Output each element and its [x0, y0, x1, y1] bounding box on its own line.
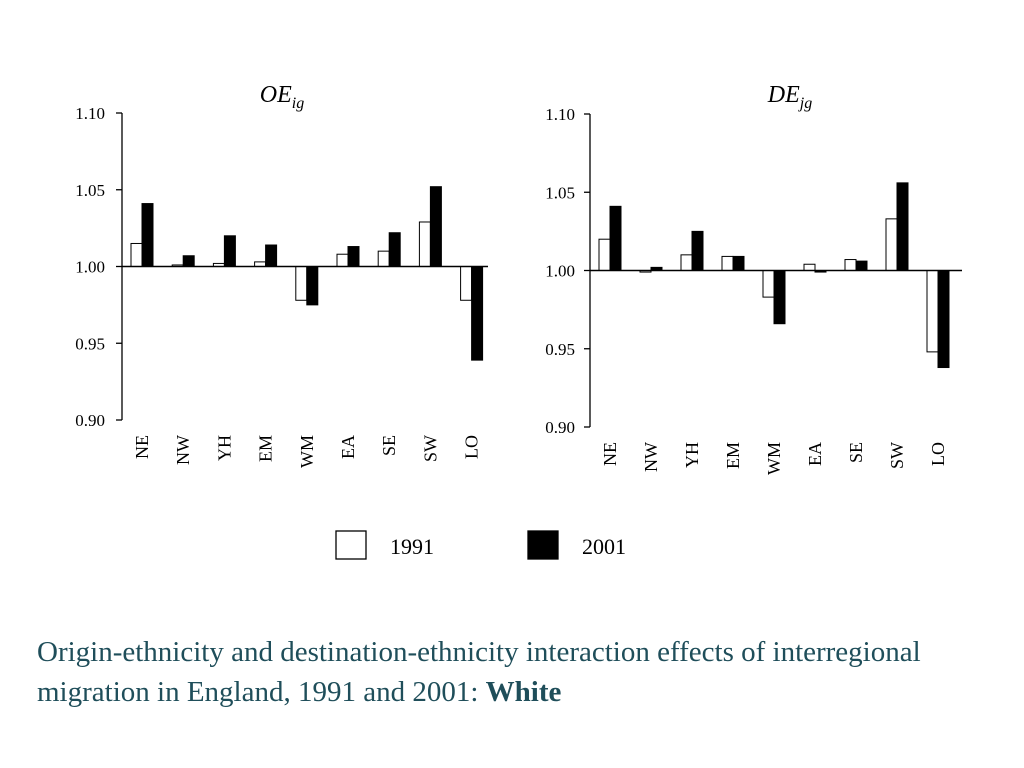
y-tick-label: 1.05 — [75, 181, 105, 200]
bar-yh-1991 — [680, 254, 693, 272]
chart-title-subscript: ig — [292, 95, 304, 112]
x-tick-label-wm: WM — [764, 442, 784, 475]
bar-lo-1991 — [926, 270, 939, 353]
x-tick-label-sw: SW — [420, 435, 440, 462]
bar-ea-1991 — [803, 263, 816, 271]
chart-title-main: DE — [767, 82, 800, 108]
bar-sw-1991 — [418, 221, 431, 267]
bar-nw-2001 — [182, 255, 195, 268]
x-tick-label-lo: LO — [928, 442, 948, 466]
bar-lo-1991 — [460, 266, 473, 301]
bar-lo-2001 — [937, 270, 950, 369]
bar-yh-2001 — [691, 230, 704, 271]
legend-swatch-2001 — [527, 530, 559, 560]
y-tick-label: 1.10 — [545, 105, 575, 124]
chart-1-title: OEig — [260, 82, 304, 112]
legend-label-2001: 2001 — [582, 534, 626, 559]
y-tick-label: 1.10 — [75, 104, 105, 123]
chart-1: OEig 1.10 1.05 1.00 0.95 0.90 NE NW YH EM WM EA SE SW… — [75, 82, 488, 468]
x-tick-label-se: SE — [379, 435, 399, 456]
y-tick-label: 1.05 — [545, 183, 575, 202]
bar-wm-1991 — [295, 266, 308, 301]
y-tick-label: 1.00 — [75, 258, 105, 277]
y-tick-label: 0.90 — [545, 418, 575, 437]
charts-canvas: OEig 1.10 1.05 1.00 0.95 0.90 NE NW YH EM WM EA SE SW… — [75, 82, 962, 560]
bar-lo-2001 — [471, 266, 484, 361]
chart-title-main: OE — [260, 82, 292, 108]
x-tick-label-yh: YH — [682, 442, 702, 468]
bar-wm-2001 — [773, 270, 786, 325]
x-tick-label-sw: SW — [887, 442, 907, 469]
bar-wm-2001 — [306, 266, 319, 306]
bar-se-1991 — [844, 259, 857, 272]
x-tick-label-ne: NE — [600, 442, 620, 466]
bar-se-1991 — [377, 250, 390, 267]
legend-label-1991: 1991 — [390, 534, 434, 559]
y-tick-label: 0.95 — [545, 340, 575, 359]
bar-se-2001 — [388, 232, 401, 267]
bar-se-2001 — [855, 260, 868, 271]
bar-sw-1991 — [885, 218, 898, 271]
x-tick-label-ne: NE — [132, 435, 152, 459]
y-tick-label: 0.95 — [75, 334, 105, 353]
chart-2-title: DEjg — [767, 82, 812, 112]
bar-sw-2001 — [896, 182, 909, 271]
bar-em-1991 — [721, 255, 734, 272]
x-tick-label-yh: YH — [214, 435, 234, 461]
bar-ea-1991 — [336, 253, 349, 268]
x-tick-label-wm: WM — [297, 435, 317, 468]
bar-ne-2001 — [609, 205, 622, 272]
bar-wm-1991 — [762, 270, 775, 298]
bar-sw-2001 — [429, 186, 442, 267]
bar-ne-1991 — [598, 238, 611, 271]
y-tick-label: 1.00 — [545, 262, 575, 281]
legend-swatch-1991 — [335, 530, 367, 560]
chart-2: DEjg 1.10 1.05 1.00 0.95 0.90 NE NW YH EM WM EA SE SW… — [545, 82, 962, 475]
x-tick-label-nw: NW — [173, 435, 193, 465]
bar-em-2001 — [732, 255, 745, 272]
bar-ea-2001 — [347, 246, 360, 267]
x-tick-label-lo: LO — [462, 435, 482, 459]
caption-text: Origin-ethnicity and destination-ethnici… — [37, 636, 921, 708]
bar-em-2001 — [265, 244, 278, 267]
y-tick-label: 0.90 — [75, 411, 105, 430]
x-tick-label-ea: EA — [338, 435, 358, 459]
x-tick-label-em: EM — [723, 442, 743, 469]
chart-title-subscript: jg — [798, 95, 812, 112]
x-tick-label-ea: EA — [805, 442, 825, 466]
x-tick-label-em: EM — [256, 435, 276, 462]
bar-ne-2001 — [141, 203, 154, 268]
bar-yh-2001 — [223, 235, 236, 268]
caption-bold-word: White — [485, 676, 562, 708]
slide-caption: Origin-ethnicity and destination-ethnici… — [37, 632, 997, 712]
x-tick-label-se: SE — [846, 442, 866, 463]
bar-ne-1991 — [130, 242, 143, 268]
x-tick-label-nw: NW — [641, 442, 661, 472]
